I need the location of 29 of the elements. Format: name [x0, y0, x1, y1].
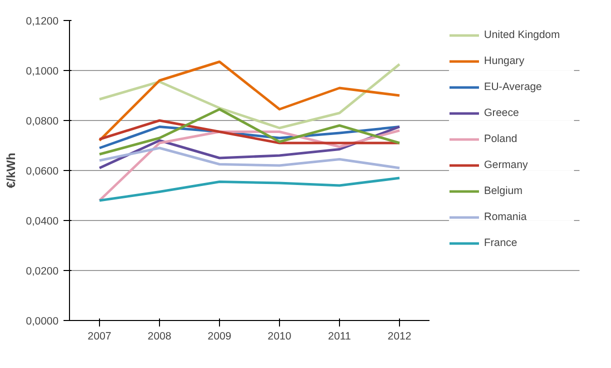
y-tick-label: 0,0800 [26, 116, 59, 128]
line-series [98, 60, 401, 142]
y-tick-label: 0,1200 [26, 16, 59, 28]
legend-label: Greece [484, 107, 520, 119]
legend-label: United Kingdom [484, 29, 561, 41]
x-tick-label: 2008 [148, 330, 172, 342]
line-series [98, 146, 401, 170]
line-series [98, 119, 401, 144]
x-tick-label: 2012 [388, 330, 412, 342]
legend-label: Hungary [484, 55, 526, 67]
x-tick-label: 2010 [268, 330, 292, 342]
line-series [98, 176, 401, 202]
y-tick-label: 0,0600 [26, 166, 59, 178]
y-tick-label: 0,1000 [26, 66, 59, 78]
y-tick-label: 0,0000 [26, 316, 59, 328]
y-axis-title: €/kWh [4, 152, 18, 188]
legend-label: Germany [484, 159, 529, 171]
line-series [98, 63, 401, 130]
legend-label: France [484, 237, 518, 249]
y-tick-label: 0,0400 [26, 216, 59, 228]
legend-label: EU-Average [484, 81, 543, 93]
x-tick-label: 2009 [208, 330, 232, 342]
legend-label: Romania [484, 211, 528, 223]
legend-label: Belgium [484, 185, 524, 197]
y-tick-label: 0,0200 [26, 266, 59, 278]
legend-label: Poland [484, 133, 518, 145]
x-tick-label: 2011 [328, 330, 352, 342]
x-tick-label: 2007 [88, 330, 112, 342]
line-series [98, 108, 401, 156]
